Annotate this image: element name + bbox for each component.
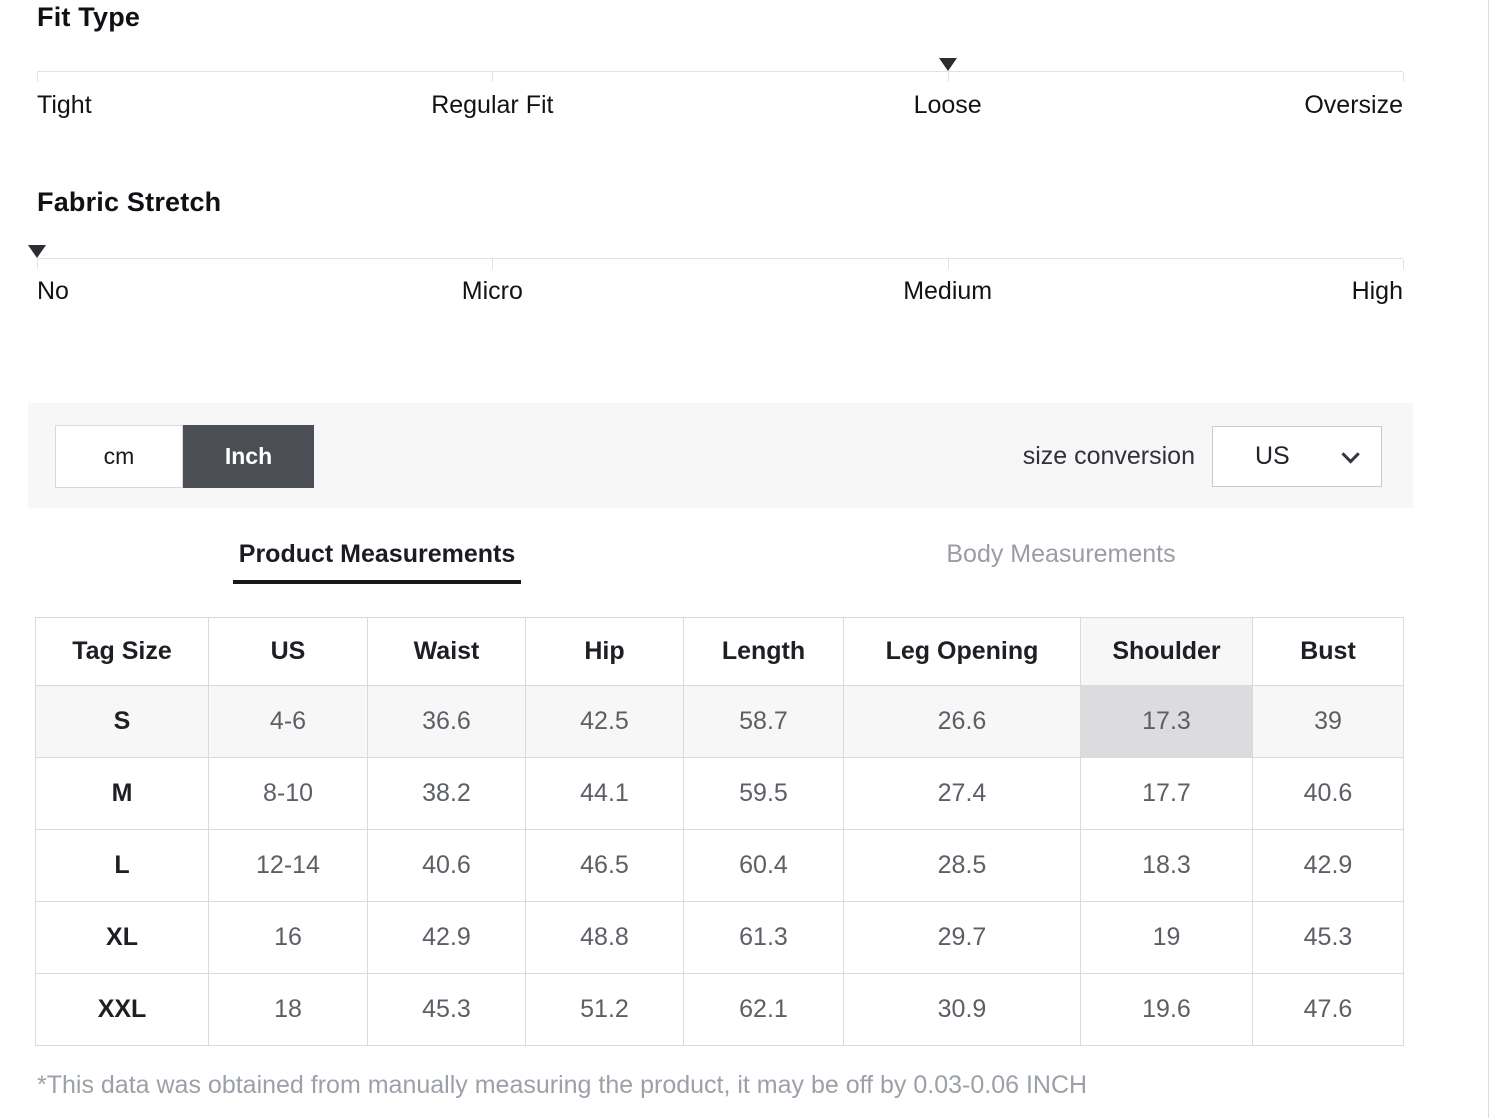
slider-tick — [492, 72, 494, 82]
table-cell: 28.5 — [843, 829, 1081, 902]
fabric-stretch-option-no: No — [37, 277, 69, 305]
table-cell: 48.8 — [525, 901, 684, 974]
table-row-xl: XL 16 42.9 48.8 61.3 29.7 19 45.3 — [35, 901, 1404, 974]
size-conversion-value: US — [1255, 442, 1290, 470]
tab-body-measurements[interactable]: Body Measurements — [719, 540, 1403, 584]
table-cell: 45.3 — [367, 973, 526, 1046]
fit-type-option-loose: Loose — [913, 91, 982, 119]
table-cell: 38.2 — [367, 757, 526, 830]
tab-product-measurements-label: Product Measurements — [232, 540, 522, 584]
table-cell: 27.4 — [843, 757, 1081, 830]
slider-tick — [492, 259, 494, 269]
table-cell: 12-14 — [208, 829, 368, 902]
table-header-row: Tag Size US Waist Hip Length Leg Opening… — [35, 617, 1404, 686]
table-cell: 4-6 — [208, 685, 368, 758]
table-cell: 47.6 — [1252, 973, 1404, 1046]
size-conversion-label: size conversion — [1022, 442, 1195, 470]
measurement-disclaimer: *This data was obtained from manually me… — [37, 1071, 1088, 1099]
table-cell: 59.5 — [683, 757, 844, 830]
fabric-stretch-labels: No Micro Medium High — [37, 277, 1403, 311]
table-cell: 42.9 — [367, 901, 526, 974]
table-cell: 36.6 — [367, 685, 526, 758]
slider-tick — [947, 72, 949, 82]
slider-tick — [947, 259, 949, 269]
table-cell: 44.1 — [525, 757, 684, 830]
table-cell: 8-10 — [208, 757, 368, 830]
table-cell-shoulder-highlight: 17.3 — [1080, 685, 1253, 758]
table-cell: 26.6 — [843, 685, 1081, 758]
table-cell: 42.9 — [1252, 829, 1404, 902]
table-cell: 61.3 — [683, 901, 844, 974]
chevron-down-icon — [1341, 445, 1360, 464]
col-header-us: US — [208, 617, 368, 686]
unit-conversion-panel: cm Inch size conversion US — [28, 403, 1413, 508]
tag-size-cell: S — [35, 685, 209, 758]
slider-tick — [1403, 72, 1404, 82]
col-header-tag-size: Tag Size — [35, 617, 209, 686]
size-conversion-group: size conversion US — [1023, 426, 1382, 487]
col-header-bust: Bust — [1252, 617, 1404, 686]
col-header-shoulder: Shoulder — [1080, 617, 1253, 686]
inch-unit-button[interactable]: Inch — [183, 425, 314, 488]
col-header-length: Length — [683, 617, 844, 686]
tab-product-measurements[interactable]: Product Measurements — [35, 540, 719, 584]
table-cell: 30.9 — [843, 973, 1081, 1046]
fabric-stretch-option-high: High — [1351, 277, 1403, 305]
col-header-leg-opening: Leg Opening — [843, 617, 1081, 686]
page-edge-divider — [1488, 0, 1489, 1118]
slider-tick — [1403, 259, 1404, 269]
table-row-s: S 4-6 36.6 42.5 58.7 26.6 17.3 39 — [35, 685, 1404, 758]
table-row-l: L 12-14 40.6 46.5 60.4 28.5 18.3 42.9 — [35, 829, 1404, 902]
table-cell: 46.5 — [525, 829, 684, 902]
fit-type-option-oversize: Oversize — [1304, 91, 1403, 119]
table-cell: 45.3 — [1252, 901, 1404, 974]
cm-unit-button[interactable]: cm — [55, 425, 183, 488]
tag-size-cell: XXL — [35, 973, 209, 1046]
fit-type-option-regular-fit: Regular Fit — [431, 91, 554, 119]
table-cell: 17.7 — [1080, 757, 1253, 830]
fabric-stretch-slider-track — [28, 245, 1404, 269]
tab-body-measurements-label: Body Measurements — [946, 540, 1176, 568]
fabric-stretch-marker-triangle-icon[interactable] — [28, 245, 46, 258]
tag-size-cell: M — [35, 757, 209, 830]
table-cell: 39 — [1252, 685, 1404, 758]
table-cell: 42.5 — [525, 685, 684, 758]
fabric-stretch-option-medium: Medium — [903, 277, 993, 305]
table-row-xxl: XXL 18 45.3 51.2 62.1 30.9 19.6 47.6 — [35, 973, 1404, 1046]
table-cell: 58.7 — [683, 685, 844, 758]
table-cell: 19 — [1080, 901, 1253, 974]
table-cell: 29.7 — [843, 901, 1081, 974]
tag-size-cell: L — [35, 829, 209, 902]
slider-tick — [37, 72, 38, 82]
product-measurements-table: Tag Size US Waist Hip Length Leg Opening… — [35, 617, 1404, 1046]
table-cell: 19.6 — [1080, 973, 1253, 1046]
table-cell: 62.1 — [683, 973, 844, 1046]
table-cell: 40.6 — [367, 829, 526, 902]
tag-size-cell: XL — [35, 901, 209, 974]
col-header-hip: Hip — [525, 617, 684, 686]
table-cell: 40.6 — [1252, 757, 1404, 830]
slider-tick — [37, 259, 38, 269]
fabric-stretch-option-micro: Micro — [461, 277, 523, 305]
fit-type-title: Fit Type — [37, 2, 141, 32]
fit-type-slider-track — [37, 58, 1404, 82]
fabric-stretch-title: Fabric Stretch — [37, 187, 222, 217]
measurement-tabs: Product Measurements Body Measurements — [35, 540, 1403, 584]
table-cell: 51.2 — [525, 973, 684, 1046]
fit-type-labels: Tight Regular Fit Loose Oversize — [37, 91, 1403, 125]
fit-type-marker-triangle-icon[interactable] — [938, 58, 957, 71]
table-row-m: M 8-10 38.2 44.1 59.5 27.4 17.7 40.6 — [35, 757, 1404, 830]
col-header-waist: Waist — [367, 617, 526, 686]
table-cell: 18 — [208, 973, 368, 1046]
fit-type-option-tight: Tight — [37, 91, 92, 119]
table-cell: 16 — [208, 901, 368, 974]
unit-toggle: cm Inch — [55, 425, 314, 488]
size-conversion-dropdown[interactable]: US — [1212, 426, 1382, 487]
table-cell: 18.3 — [1080, 829, 1253, 902]
table-cell: 60.4 — [683, 829, 844, 902]
